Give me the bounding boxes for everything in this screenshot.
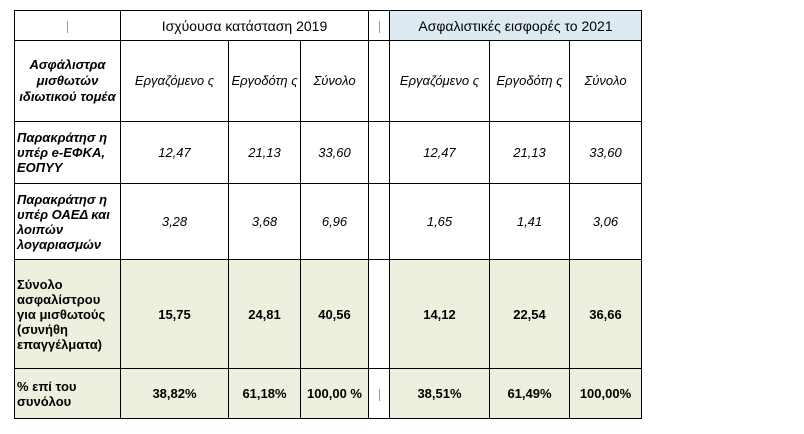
value-cell: 1,41 (489, 183, 570, 260)
value-cell: 61,49% (489, 368, 570, 419)
value-cell: 21,13 (228, 121, 301, 184)
row-label: Παρακράτησ η υπέρ e-ΕΦΚΑ, ΕΟΠΥΥ (14, 121, 121, 184)
row-label-text: Παρακράτησ η υπέρ e-ΕΦΚΑ, ΕΟΠΥΥ (17, 130, 108, 175)
spacer-cell (368, 10, 390, 41)
subheader-employer-2021: Εργοδότη ς (489, 40, 570, 122)
group-header-2021: Ασφαλιστικές εισφορές το 2021 (389, 10, 642, 41)
value-cell: 36,66 (569, 259, 642, 369)
row-label: Σύνολο ασφαλίστρου για μισθωτούς (συνήθη… (14, 259, 121, 369)
value-cell: 14,12 (389, 259, 490, 369)
value-cell: 12,47 (389, 121, 490, 184)
row-label-text: Σύνολο ασφαλίστρου για μισθωτούς (συνήθη… (17, 276, 106, 352)
subheader-row: Ασφάλιστρα μισθωτών ιδιωτικού τομέα Εργα… (14, 40, 642, 122)
row-label: Παρακράτησ η υπέρ ΟΑΕΔ και λοιπών λογαρι… (14, 183, 121, 260)
cell-marker-icon (67, 20, 68, 33)
cell-marker-icon (378, 388, 380, 401)
table-row: Παρακράτησ η υπέρ e-ΕΦΚΑ, ΕΟΠΥΥ 12,47 21… (14, 121, 642, 184)
value-cell: 3,06 (569, 183, 642, 260)
value-cell: 61,18% (228, 368, 301, 419)
spacer-cell (368, 40, 390, 122)
value-cell: 1,65 (389, 183, 490, 260)
row-label-header: Ασφάλιστρα μισθωτών ιδιωτικού τομέα (14, 40, 121, 122)
table-row-total: Σύνολο ασφαλίστρου για μισθωτούς (συνήθη… (14, 259, 642, 369)
value-cell: 100,00 % (300, 368, 369, 419)
group-header-row: Ισχύουσα κατάσταση 2019 Ασφαλιστικές εισ… (14, 10, 642, 41)
value-cell: 3,68 (228, 183, 301, 260)
value-cell: 100,00% (569, 368, 642, 419)
spacer-cell (368, 183, 390, 260)
table-row: Παρακράτησ η υπέρ ΟΑΕΔ και λοιπών λογαρι… (14, 183, 642, 260)
value-cell: 40,56 (300, 259, 369, 369)
spacer-cell (368, 259, 390, 369)
subheader-employee-2021: Εργαζόμενο ς (389, 40, 490, 122)
value-cell: 15,75 (120, 259, 229, 369)
spacer-cell (368, 121, 390, 184)
value-cell: 38,82% (120, 368, 229, 419)
subheader-total-2021: Σύνολο (569, 40, 642, 122)
value-cell: 38,51% (389, 368, 490, 419)
spacer-cell (368, 368, 390, 419)
group-header-2019: Ισχύουσα κατάσταση 2019 (120, 10, 369, 41)
row-label: % επί του συνόλου (14, 368, 121, 419)
value-cell: 24,81 (228, 259, 301, 369)
value-cell: 21,13 (489, 121, 570, 184)
value-cell: 33,60 (569, 121, 642, 184)
value-cell: 3,28 (120, 183, 229, 260)
subheader-employer-2019: Εργοδότη ς (228, 40, 301, 122)
value-cell: 22,54 (489, 259, 570, 369)
value-cell: 12,47 (120, 121, 229, 184)
cell-marker-icon (378, 20, 380, 33)
contributions-table: Ισχύουσα κατάσταση 2019 Ασφαλιστικές εισ… (14, 10, 642, 419)
value-cell: 33,60 (300, 121, 369, 184)
subheader-total-2019: Σύνολο (300, 40, 369, 122)
row-label-text: Παρακράτησ η υπέρ ΟΑΕΔ και λοιπών λογαρι… (17, 191, 110, 252)
row-label-text: % επί του συνόλου (17, 378, 77, 409)
table-row-percent: % επί του συνόλου 38,82% 61,18% 100,00 %… (14, 368, 642, 419)
corner-cell (14, 10, 121, 41)
value-cell: 6,96 (300, 183, 369, 260)
subheader-employee-2019: Εργαζόμενο ς (120, 40, 229, 122)
